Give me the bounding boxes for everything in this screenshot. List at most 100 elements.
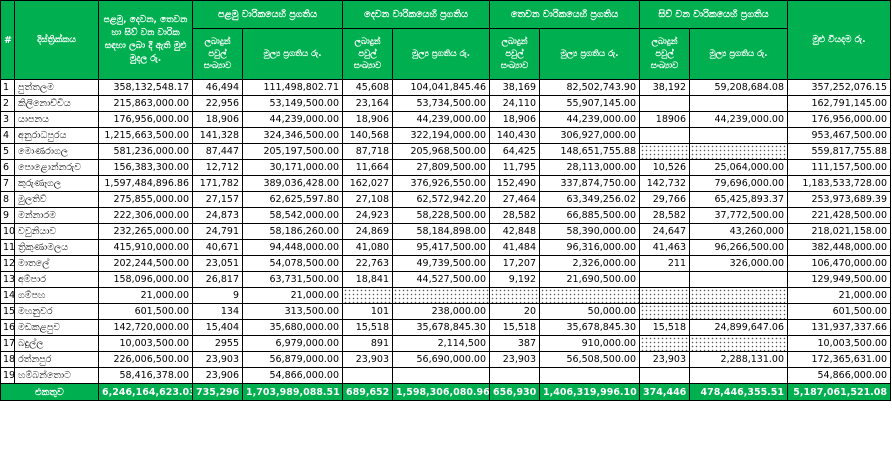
row-number: 15 [0,303,15,320]
phase4-amount: 24,899,647.06 [689,319,789,336]
phase1-amount: 35,680,000.00 [242,319,343,336]
total-spent: 357,252,076.15 [787,79,892,96]
progress-table: # දිස්ත්‍රික්කය පළමු, දෙවන, තෙවන හා සිව්… [0,0,892,401]
phase2-count: 11,664 [342,159,393,176]
total-allocated: 156,383,300.00 [98,159,193,176]
total-spent: 21,000.00 [787,287,892,304]
phase2-count: 15,518 [342,319,393,336]
phase4-count: 142,732 [639,175,691,192]
phase4-count [639,143,691,160]
phase1-count: 141,328 [192,127,243,144]
phase1-amount: 324,346,500.00 [242,127,343,144]
phase1-amount: 30,171,000.00 [242,159,343,176]
phase3-count: 140,430 [489,127,540,144]
phase1-count: 2955 [192,335,243,352]
table-row: 8 මුලතිව් 275,855,000.00 27,157 62,625,597.8… [0,191,892,208]
phase3-amount [538,367,641,384]
phase4-count [639,335,691,352]
phase3-count: 42,848 [489,223,540,240]
total-spent: 601,500.00 [787,303,892,320]
phase1-count: 9 [192,287,243,304]
phase2-amount: 376,926,550.00 [392,175,490,192]
phase2-count: 23,164 [342,95,393,112]
phase1-amount: 63,731,500.00 [242,271,343,288]
phase3-amount [538,287,641,304]
total-allocated: 10,003,500.00 [98,335,193,352]
total-p4-count: 374,446 [639,383,691,401]
phase3-count: 41,484 [489,239,540,256]
total-allocated: 226,006,500.00 [98,351,193,368]
phase4-amount: 43,260,000 [689,223,789,240]
phase3-count: 28,582 [489,207,540,224]
total-spent: 172,365,631.00 [787,351,892,368]
row-number: 13 [0,271,15,288]
phase1-count: 171,782 [192,175,243,192]
phase2-count [342,367,393,384]
phase3-amount: 910,000.00 [538,335,641,352]
district-name: යාපනය [14,111,99,128]
total-spent: 162,791,145.00 [787,95,892,112]
phase4-count [639,127,691,144]
total-allocated: 1,597,484,896.86 [98,175,193,192]
district-name: කුරුණෑගල [14,175,99,192]
district-name: මුලතිව් [14,191,99,208]
phase3-amount: 50,000.00 [538,303,641,320]
phase2-amount: 238,000.00 [392,303,490,320]
district-name: මාතලේ [14,255,99,272]
phase4-amount [689,95,789,112]
header-phase3-amount: මුල්‍ය ප්‍රගතිය රු. [538,28,641,80]
header-district: දිස්ත්‍රික්කය [14,0,99,80]
phase4-count [639,287,691,304]
phase1-count: 23,903 [192,351,243,368]
phase1-amount: 54,866,000.00 [242,367,343,384]
phase2-amount: 44,527,500.00 [392,271,490,288]
row-number: 3 [0,111,15,128]
phase1-count: 22,956 [192,95,243,112]
header-total-allocated: පළමු, දෙවන, තෙවන හා සිව් වන වාරික සඳහා ල… [98,0,193,80]
phase2-count: 87,718 [342,143,393,160]
phase4-amount: 65,425,893.37 [689,191,789,208]
header-total-spent: මුළු වියදම රු. [787,0,892,80]
phase3-amount: 35,678,845.30 [538,319,641,336]
total-spent: 953,467,500.00 [787,127,892,144]
total-allocated: 142,720,000.00 [98,319,193,336]
header-phase4: සිව් වන වාරිකයෙහි ප්‍රගතිය [639,0,789,29]
phase3-amount: 337,874,750.00 [538,175,641,192]
table-row: 17 බදුල්ල 10,003,500.00 2955 6,979,000.00 891… [0,335,892,352]
phase1-count: 26,817 [192,271,243,288]
district-name: මන්නාරම [14,207,99,224]
header-phase1-count: ලබාදුන් පවුල් සංඛ්‍යාව [192,28,243,80]
phase3-count [489,287,540,304]
phase2-amount: 27,809,500.00 [392,159,490,176]
table-row: 3 යාපනය 176,956,000.00 18,906 44,239,000.00 1… [0,111,892,128]
total-allocated: 176,956,000.00 [98,111,193,128]
phase3-count: 9,192 [489,271,540,288]
phase1-amount: 58,542,000.00 [242,207,343,224]
district-name: රත්නපුර [14,351,99,368]
table-row: 18 රත්නපුර 226,006,500.00 23,903 56,879,000.… [0,351,892,368]
phase1-amount: 205,197,500.00 [242,143,343,160]
phase4-count: 38,192 [639,79,691,96]
table-row: 15 මහනුවර 601,500.00 134 313,500.00 101 238,00… [0,303,892,320]
phase3-amount: 21,690,500.00 [538,271,641,288]
phase4-amount: 79,696,000.00 [689,175,789,192]
phase1-count: 24,791 [192,223,243,240]
total-allocated: 601,500.00 [98,303,193,320]
table-row: 9 මන්නාරම 222,306,000.00 24,873 58,542,000.0… [0,207,892,224]
phase3-count: 152,490 [489,175,540,192]
row-number: 11 [0,239,15,256]
phase4-count: 24,647 [639,223,691,240]
table-row: 11 ත්‍රිකුණාමලය 415,910,000.00 40,671 94,448… [0,239,892,256]
header-phase3-count: ලබාදුන් පවුල් සංඛ්‍යාව [489,28,540,80]
phase2-count: 27,108 [342,191,393,208]
phase3-count: 17,207 [489,255,540,272]
phase4-count: 41,463 [639,239,691,256]
total-allocated: 222,306,000.00 [98,207,193,224]
phase3-amount: 96,316,000.00 [538,239,641,256]
total-spent: 382,448,000.00 [787,239,892,256]
total-allocated: 58,416,378.00 [98,367,193,384]
total-allocated: 215,863,000.00 [98,95,193,112]
phase2-count: 24,923 [342,207,393,224]
total-spent: 176,956,000.00 [787,111,892,128]
header-phase2: දෙවන වාරිකයෙහි ප්‍රගතිය [342,0,490,29]
